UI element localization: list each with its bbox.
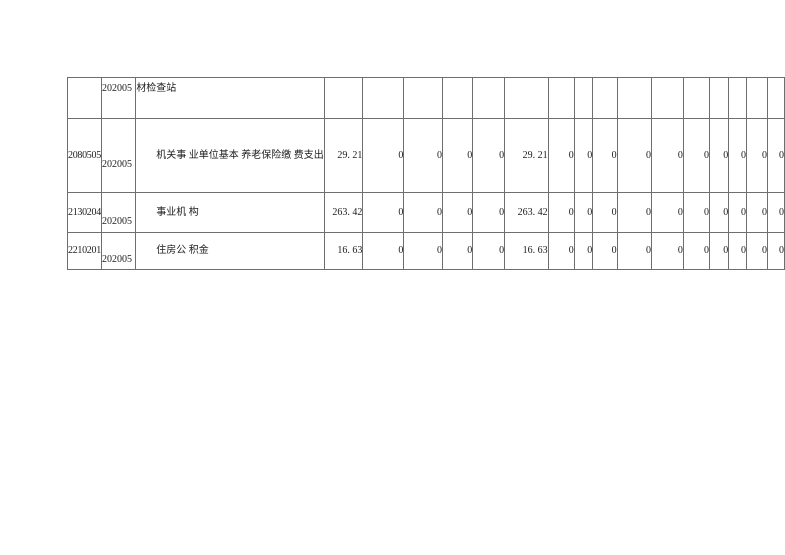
value-cell: 0 [682,118,710,193]
code-cell: 2130204 [67,192,102,233]
value-cell: 0 [592,192,618,233]
value-cell: 0 [573,192,594,233]
value-cell: 0 [682,192,710,233]
value-cell: 0 [682,232,710,270]
unit-code-text: 202005 [101,215,132,227]
value-cell: 0 [651,192,684,233]
value-cell [708,77,730,119]
value-cell [592,77,618,119]
value-cell: 0 [547,118,575,193]
value-cell: 0 [708,118,730,193]
unit-code-text: 202005 [101,158,132,170]
value-cell [547,77,575,119]
value-cell: 29. 21 [504,118,549,193]
value-cell: 0 [472,192,506,233]
value-cell: 0 [616,118,653,193]
value-cell: 0 [547,232,575,270]
value-cell: 0 [547,192,575,233]
name-cell: 住房公 积金 [135,232,325,270]
value-cell: 0 [728,118,747,193]
value-cell: 0 [403,192,443,233]
budget-table: 202005 材检查站 2080505 [67,77,785,270]
value-cell: 0 [403,118,443,193]
value-cell: 0 [745,192,769,233]
value-cell: 0 [728,192,747,233]
value-cell: 0 [708,192,730,233]
code-cell: 2210201 [67,232,102,270]
value-cell [323,77,364,119]
name-cell: 材检查站 [135,77,325,119]
value-cell: 0 [573,232,594,270]
value-cell [745,77,769,119]
value-cell: 0 [745,118,769,193]
unit-code-cell: 202005 [100,192,137,233]
value-cell [472,77,506,119]
value-cell: 29. 21 [323,118,364,193]
value-cell [362,77,405,119]
value-cell [616,77,653,119]
value-cell: 0 [592,118,618,193]
name-cell: 机关事 业单位基本 养老保险缴 费支出 [135,118,325,193]
value-cell [728,77,747,119]
value-cell: 0 [441,232,474,270]
value-cell: 0 [592,232,618,270]
value-cell: 0 [472,118,506,193]
code-cell [67,77,102,119]
unit-code-cell: 202005 [100,232,137,270]
value-cell: 0 [441,192,474,233]
value-cell: 0 [403,232,443,270]
value-cell: 0 [616,232,653,270]
unit-code-cell: 202005 [100,118,137,193]
unit-code-cell: 202005 [100,77,137,119]
value-cell [767,77,785,119]
value-cell [441,77,474,119]
value-cell: 0 [767,192,785,233]
value-cell: 263. 42 [504,192,549,233]
value-cell: 0 [651,118,684,193]
name-cell: 事业机 构 [135,192,325,233]
value-cell: 0 [767,232,785,270]
table-row: 202005 材检查站 [67,77,785,119]
value-cell [573,77,594,119]
value-cell: 16. 63 [504,232,549,270]
value-cell: 0 [708,232,730,270]
unit-code-text: 202005 [101,254,132,265]
value-cell: 0 [745,232,769,270]
value-cell: 0 [651,232,684,270]
value-cell: 0 [362,118,405,193]
value-cell [651,77,684,119]
value-cell: 263. 42 [323,192,364,233]
value-cell: 0 [616,192,653,233]
value-cell: 0 [362,192,405,233]
value-cell: 0 [472,232,506,270]
table-row: 2130204 202005 事业机 构 263. 42 0 0 0 0 263… [67,192,785,233]
value-cell: 0 [728,232,747,270]
value-cell [504,77,549,119]
value-cell: 0 [441,118,474,193]
unit-code-text: 202005 [101,83,132,94]
value-cell: 0 [767,118,785,193]
value-cell: 0 [362,232,405,270]
table-row: 2210201 202005 住房公 积金 16. 63 0 0 0 0 16.… [67,232,785,270]
value-cell: 0 [573,118,594,193]
name-text: 材检查站 [136,83,177,94]
code-cell: 2080505 [67,118,102,193]
value-cell [682,77,710,119]
table-row: 2080505 202005 机关事 业单位基本 养老保险缴 费支出 29. 2… [67,118,785,193]
value-cell: 16. 63 [323,232,364,270]
value-cell [403,77,443,119]
